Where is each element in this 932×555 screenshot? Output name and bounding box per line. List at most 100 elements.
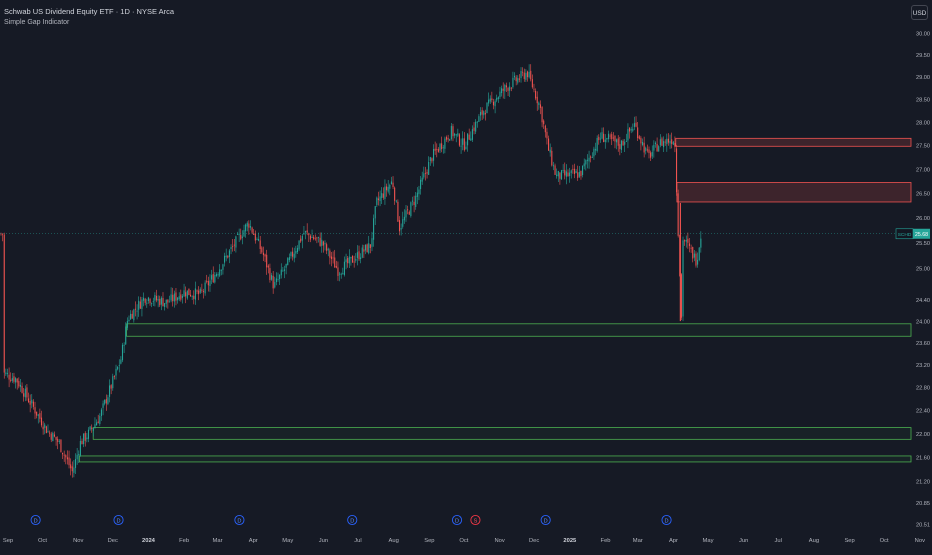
candle-body (369, 244, 371, 248)
candle-body (206, 280, 208, 282)
candle-body (421, 177, 423, 182)
x-tick-label: Jun (319, 538, 328, 544)
candle-body (236, 233, 239, 235)
y-tick-label: 28.00 (916, 120, 930, 126)
candle-body (167, 299, 169, 303)
candle-body (601, 132, 603, 139)
candle-body (483, 111, 485, 116)
candle-body (659, 139, 661, 146)
candle-body (693, 253, 695, 258)
candle-body (548, 138, 550, 151)
candle-body (368, 243, 370, 254)
candle-body (16, 378, 18, 383)
dividend-marker[interactable] (661, 514, 672, 526)
y-tick-label: 25.00 (916, 267, 930, 273)
candle-body (180, 294, 182, 300)
dividend-marker[interactable] (540, 514, 551, 526)
candle-body (353, 261, 355, 263)
candle-body (403, 216, 405, 221)
candle-body (18, 380, 20, 387)
candle-body (241, 236, 243, 238)
candle-body (128, 319, 130, 321)
candle-body (530, 70, 532, 80)
candle-body (617, 138, 619, 146)
candle-body (204, 282, 206, 294)
candle-body (413, 201, 415, 206)
candle-body (454, 133, 456, 136)
candle-body (619, 144, 621, 149)
dividend-marker[interactable] (113, 514, 124, 526)
gap-zone-down (676, 182, 912, 203)
candle-body (6, 373, 9, 374)
candle-body (533, 88, 535, 90)
candle-body (219, 269, 221, 276)
dividend-marker[interactable] (234, 514, 245, 526)
candle-body (300, 238, 302, 242)
candle-body (386, 186, 388, 191)
candle-body (463, 138, 465, 151)
candle-body (146, 302, 148, 304)
candle-body (363, 249, 365, 252)
candle-body (337, 267, 339, 276)
gap-zone-up (78, 455, 912, 463)
candle-body (189, 294, 192, 297)
x-tick-label: Mar (633, 538, 643, 544)
candle-body (279, 274, 281, 279)
candle-body (408, 211, 410, 215)
candle-body (107, 397, 109, 404)
candle-body (193, 295, 195, 299)
currency-button[interactable]: USD (911, 5, 928, 20)
candle-body (384, 186, 386, 199)
candle-body (656, 143, 658, 152)
dividend-marker[interactable] (347, 514, 358, 526)
candle-body (616, 139, 618, 143)
candle-body (525, 72, 527, 80)
candle-body (390, 181, 392, 185)
candle-body (326, 244, 328, 251)
candle-body (497, 97, 499, 100)
candle-body (407, 209, 409, 211)
candle-body (2, 233, 4, 235)
candle-body (423, 173, 425, 178)
candle-body (100, 409, 102, 416)
candle-body (335, 265, 337, 268)
dividend-marker[interactable] (30, 514, 41, 526)
candle-body (60, 439, 62, 453)
candle-body (591, 157, 593, 158)
candle-body (228, 250, 230, 257)
candle-body (251, 227, 253, 233)
candle-body (15, 378, 17, 383)
candle-body (392, 182, 394, 188)
candle-body (632, 128, 634, 131)
candle-body (355, 258, 357, 261)
dividend-marker[interactable] (451, 514, 463, 526)
candle-body (531, 79, 533, 88)
candle-body (373, 218, 375, 240)
x-tick-label: Aug (389, 538, 399, 544)
candle-body (494, 101, 496, 107)
indicator-name[interactable]: Simple Gap Indicator (4, 19, 70, 26)
candle-body (364, 244, 367, 251)
candle-body (177, 297, 179, 301)
candle-body (199, 289, 201, 293)
x-tick-label: 2024 (142, 538, 156, 544)
candle-body (230, 247, 232, 250)
candle-body (74, 459, 77, 468)
candle-body (633, 123, 635, 127)
candle-body (13, 376, 15, 382)
candle-body (143, 297, 145, 301)
candle-body (590, 156, 592, 158)
split-marker[interactable] (470, 514, 481, 526)
candle-body (29, 401, 31, 405)
x-tick-label: Dec (529, 538, 539, 544)
candle-body (266, 254, 268, 268)
candle-body (604, 139, 606, 142)
candle-body (235, 236, 237, 248)
y-tick-label: 24.40 (916, 298, 930, 304)
candle-body (131, 313, 133, 319)
candle-body (458, 134, 461, 146)
candle-body (96, 422, 98, 426)
event-marker-label: D (34, 518, 38, 524)
